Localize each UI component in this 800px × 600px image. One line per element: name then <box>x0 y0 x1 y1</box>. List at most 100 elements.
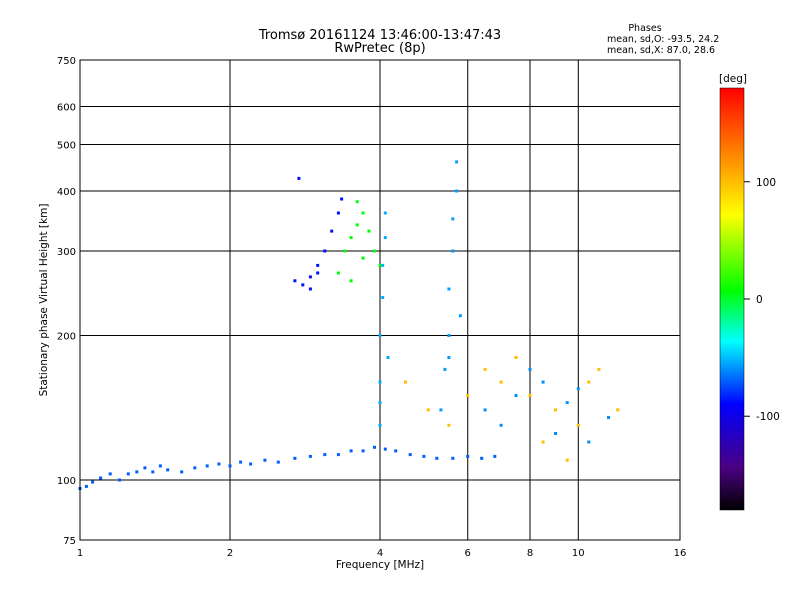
chart-subtitle: RwPretec (8p) <box>334 41 425 56</box>
data-point <box>355 223 359 227</box>
data-point <box>180 470 184 474</box>
data-point <box>386 356 390 359</box>
x-tick-label: 2 <box>227 548 233 559</box>
data-point <box>293 456 297 460</box>
x-tick-labels: 1 2 4 6 8 10 16 <box>77 548 687 559</box>
data-point <box>378 334 382 337</box>
data-point <box>378 423 382 427</box>
data-point <box>587 440 591 444</box>
grid-lines <box>80 60 680 540</box>
chart-title: Tromsø 20161124 13:46:00-13:47:43 <box>258 28 501 43</box>
data-point <box>528 367 532 371</box>
data-point <box>383 447 387 451</box>
x-tick-label: 8 <box>527 548 533 559</box>
data-point <box>84 484 88 488</box>
data-point <box>394 449 398 453</box>
data-point <box>528 394 532 397</box>
data-point <box>378 401 382 405</box>
data-point <box>308 287 312 291</box>
data-point <box>308 454 312 458</box>
data-point <box>355 200 359 204</box>
data-point <box>404 380 407 384</box>
data-point <box>554 432 557 435</box>
data-point <box>499 423 503 427</box>
data-point <box>451 249 455 253</box>
data-point <box>422 454 426 458</box>
data-point <box>239 460 243 464</box>
data-point <box>408 453 412 457</box>
data-point <box>493 454 497 458</box>
data-point <box>607 416 610 419</box>
colorbar <box>719 87 745 511</box>
colorbar-tick-label: -100 <box>756 411 780 423</box>
data-point <box>541 380 545 384</box>
y-tick-label: 750 <box>57 56 76 67</box>
data-point <box>205 464 209 468</box>
data-point <box>336 271 340 275</box>
data-point <box>378 380 382 384</box>
data-point <box>383 211 387 215</box>
data-point <box>576 423 580 427</box>
stats-line-o: mean, sd,O: -93.5, 24.2 <box>607 34 719 45</box>
data-point <box>576 387 580 391</box>
data-point <box>367 229 371 233</box>
y-tick-label: 200 <box>57 332 76 343</box>
data-point <box>99 476 103 480</box>
data-point <box>616 408 620 412</box>
colorbar-label: [deg] <box>719 73 747 85</box>
data-point <box>565 458 569 462</box>
data-point <box>301 283 305 287</box>
y-tick-label: 500 <box>57 141 76 152</box>
data-point <box>316 271 320 275</box>
x-tick-label: 16 <box>674 548 687 559</box>
data-point <box>151 470 155 474</box>
colorbar-tick-label: 0 <box>756 294 763 306</box>
data-point <box>381 296 385 299</box>
x-axis-label: Frequency [MHz] <box>336 559 424 571</box>
data-point <box>466 454 470 458</box>
y-tick-label: 300 <box>57 247 76 258</box>
data-point <box>217 462 221 466</box>
data-point <box>126 472 130 476</box>
data-point <box>143 466 147 470</box>
data-point <box>447 423 451 427</box>
data-point <box>349 449 353 453</box>
data-point <box>541 440 545 444</box>
data-point <box>343 249 347 253</box>
data-point <box>378 263 382 267</box>
data-point <box>439 408 443 412</box>
x-tick-label: 1 <box>77 548 83 559</box>
data-point <box>193 466 197 470</box>
data-point <box>349 279 353 283</box>
data-point <box>293 279 297 283</box>
plot-frame <box>79 59 681 541</box>
data-point <box>373 445 376 449</box>
data-point <box>435 456 439 460</box>
data-point <box>447 356 451 359</box>
y-tick-label: 75 <box>63 536 76 547</box>
data-point <box>565 401 569 405</box>
data-point <box>451 456 455 460</box>
x-tick-label: 10 <box>572 548 585 559</box>
data-point <box>361 256 365 260</box>
data-point <box>483 367 487 371</box>
data-point <box>308 275 312 279</box>
data-point <box>91 480 95 484</box>
y-tick-label: 600 <box>57 103 76 114</box>
data-points <box>78 160 620 490</box>
data-point <box>383 236 387 240</box>
data-point <box>426 408 430 412</box>
data-point <box>323 453 327 457</box>
data-point <box>349 236 353 240</box>
data-point <box>381 263 385 267</box>
stats-heading: Phases <box>628 23 661 34</box>
x-tick-label: 4 <box>377 548 383 559</box>
data-point <box>297 176 301 180</box>
data-point <box>228 464 232 468</box>
stats-line-x: mean, sd,X: 87.0, 28.6 <box>607 45 715 56</box>
data-point <box>336 453 340 457</box>
data-point <box>373 249 376 253</box>
data-point <box>108 472 112 476</box>
data-point <box>451 217 455 221</box>
